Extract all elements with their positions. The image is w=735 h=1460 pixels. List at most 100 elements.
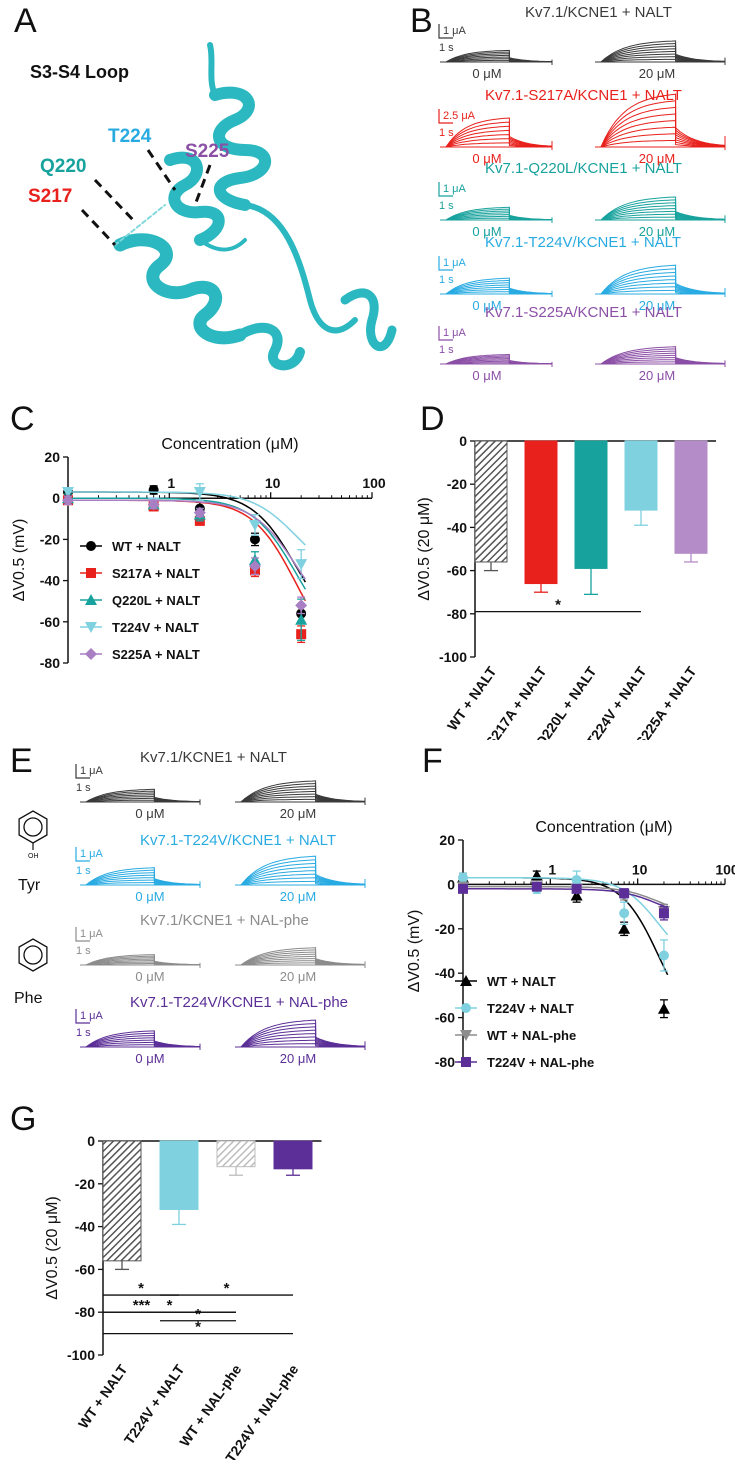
scale-time-label: 1 s [439, 344, 454, 356]
trace-family-0uM [440, 117, 553, 150]
data-point [458, 872, 468, 883]
residue-pointers [80, 149, 212, 247]
scale-bar-lines [75, 847, 90, 862]
trace-family-20uM [235, 1019, 366, 1050]
bar [273, 1140, 313, 1170]
y-tick-label: -40 [435, 965, 455, 981]
data-point [657, 1002, 670, 1014]
y-axis-label: ΔV0.5 (20 μM) [416, 497, 433, 601]
legend-label: WT + NALT [112, 539, 181, 554]
data-point [658, 908, 669, 919]
category-label: T224V + NALT [121, 1361, 188, 1447]
data-point [193, 506, 206, 519]
scale-bar: 1 μA 1 s [438, 182, 467, 212]
data-point [461, 1003, 471, 1013]
data-point [248, 519, 261, 531]
conc-label-left: 0 μM [472, 298, 501, 313]
data-point [460, 1030, 472, 1041]
conc-label-left: 0 μM [135, 969, 164, 984]
current-trace [235, 947, 366, 966]
current-trace [595, 133, 726, 148]
scale-bar-lines [438, 182, 453, 197]
current-trace [595, 113, 726, 148]
y-tick-label: -40 [40, 573, 60, 589]
scale-current-label: 1 μA [443, 327, 467, 339]
scale-time-label: 1 s [76, 865, 91, 877]
panel-letter-f: F [422, 742, 443, 780]
fit-curve [68, 499, 307, 602]
scale-time-label: 1 s [439, 42, 454, 54]
scale-time-label: 1 s [76, 945, 91, 957]
y-axis-label: ΔV0.5 (20 μM) [44, 1196, 61, 1300]
scale-current-label: 1 μA [80, 765, 104, 777]
panel-letter-b: B [410, 2, 433, 40]
panel-e-traces: Kv7.1/KCNE1 + NALT 1 μA 1 s 0 μM 20 μM Kv7.1-… [14, 749, 366, 1066]
y-tick-label: -60 [435, 1010, 455, 1026]
x-tick-label: 1 [548, 861, 556, 877]
scale-bar: 1 μA 1 s [75, 764, 104, 794]
current-trace [595, 264, 726, 295]
y-tick-label: 0 [87, 1133, 95, 1149]
conc-label-left: 0 μM [472, 66, 501, 81]
current-trace [440, 206, 553, 221]
data-point [461, 1057, 471, 1067]
scale-time-label: 1 s [439, 200, 454, 212]
y-tick-label: -20 [40, 531, 60, 547]
x-tick-label: 10 [632, 861, 648, 877]
trace-family-0uM [440, 49, 553, 65]
scale-bar: 1 μA 1 s [75, 847, 104, 877]
significance-label: * [195, 1306, 201, 1323]
trace-row-title: Kv7.1/KCNE1 + NAL-phe [140, 912, 309, 929]
panel-a-structure: S3-S4 Loop S217 Q220 T224 S225 [28, 42, 397, 371]
trace-family-20uM [595, 40, 726, 65]
trace-family-0uM [440, 277, 553, 297]
panel-letter-a: A [14, 2, 37, 40]
y-tick-label: -60 [447, 563, 467, 579]
trace-family-20uM [595, 93, 726, 150]
legend-label: WT + NALT [487, 974, 556, 989]
fit-curve [68, 491, 306, 546]
trace-row-title: Kv7.1/KCNE1 + NALT [525, 4, 672, 21]
data-point [531, 881, 542, 892]
legend-label: T224V + NALT [112, 620, 199, 635]
legend-label: S217A + NALT [112, 566, 200, 581]
trace-row-title: Kv7.1/KCNE1 + NALT [140, 749, 287, 766]
current-trace [595, 139, 726, 148]
scale-bar: 1 μA 1 s [75, 1009, 104, 1039]
scale-bar: 1 μA 1 s [75, 927, 104, 957]
hydroxyl-label: OH [28, 853, 39, 860]
y-axis-label: ΔV0.5 (mV) [11, 519, 28, 602]
scale-bar: 1 μA 1 s [438, 326, 467, 356]
current-trace [440, 353, 553, 365]
tyr-label: Tyr [18, 877, 41, 894]
trace-row-title: Kv7.1-T224V/KCNE1 + NAL-phe [130, 994, 348, 1011]
bar [524, 440, 558, 585]
current-trace [595, 106, 726, 148]
data-point [295, 559, 308, 571]
chart-g: 0 -20 -40 -60 -80 -100 ΔV0.5 (20 μM) WT + NALTT… [44, 1133, 322, 1460]
scale-current-label: 1 μA [80, 1010, 104, 1022]
scale-current-label: 1 μA [443, 25, 467, 37]
current-trace [440, 277, 553, 295]
bar [159, 1140, 199, 1210]
residue-t224: T224 [108, 126, 152, 147]
conc-label-left: 0 μM [472, 368, 501, 383]
fit-curve [68, 497, 307, 590]
y-tick-label: -100 [439, 649, 467, 665]
y-axis-label: ΔV0.5 (mV) [406, 910, 423, 993]
ring-aromatic [23, 945, 43, 965]
series-3 [458, 881, 669, 921]
data-point [62, 494, 74, 507]
y-tick-label: 0 [459, 433, 467, 449]
panel-letter-d: D [420, 400, 445, 438]
current-trace [235, 780, 366, 803]
legend-label: T224V + NALT [487, 1001, 574, 1016]
ring-aromatic [23, 817, 43, 837]
current-trace [80, 788, 201, 803]
data-point [530, 869, 543, 881]
data-point [295, 599, 308, 612]
data-point [86, 541, 96, 551]
y-tick-label: -80 [40, 655, 60, 671]
conc-label-left: 0 μM [472, 224, 501, 239]
data-point [249, 534, 260, 545]
